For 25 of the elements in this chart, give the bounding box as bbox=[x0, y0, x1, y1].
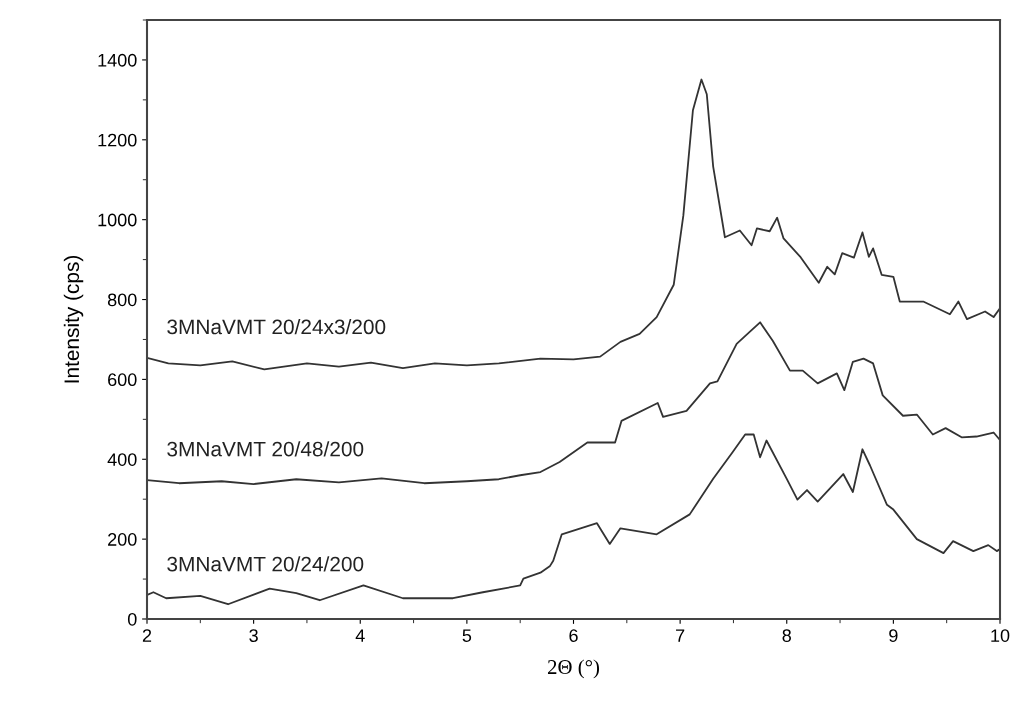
series-label: 3MNaVMT 20/24x3/200 bbox=[167, 318, 386, 335]
x-tick-label: 8 bbox=[782, 629, 791, 642]
line-series bbox=[147, 321, 1000, 485]
x-tick-label: 10 bbox=[991, 629, 1010, 642]
y-tick-label: 600 bbox=[108, 373, 137, 387]
y-tick-label: 0 bbox=[127, 612, 137, 626]
x-tick-label: 4 bbox=[355, 629, 365, 642]
y-tick-label: 400 bbox=[107, 453, 137, 466]
x-axis-title: 2Θ (°) bbox=[547, 659, 600, 679]
x-tick-label: 3 bbox=[249, 629, 258, 642]
y-axis-title: Intensity (cps) bbox=[63, 255, 84, 383]
x-tick-label: 2 bbox=[142, 629, 152, 642]
x-tick-label: 6 bbox=[569, 629, 578, 642]
line-series bbox=[147, 78, 1000, 371]
series-label: 3MNaVMT 20/48/200 bbox=[167, 441, 364, 457]
y-tick-label: 200 bbox=[108, 533, 137, 546]
x-tick-label: 7 bbox=[676, 629, 685, 642]
x-tick-label: 5 bbox=[462, 629, 472, 642]
line-series bbox=[147, 433, 1000, 606]
x-tick-label: 9 bbox=[889, 629, 898, 642]
y-tick-label: 800 bbox=[107, 293, 137, 307]
y-tick-label: 1200 bbox=[98, 133, 137, 147]
y-tick-label: 1000 bbox=[98, 213, 137, 227]
y-tick-label: 1400 bbox=[98, 53, 137, 67]
series-label: 3MNaVMT 20/24/200 bbox=[167, 556, 364, 572]
